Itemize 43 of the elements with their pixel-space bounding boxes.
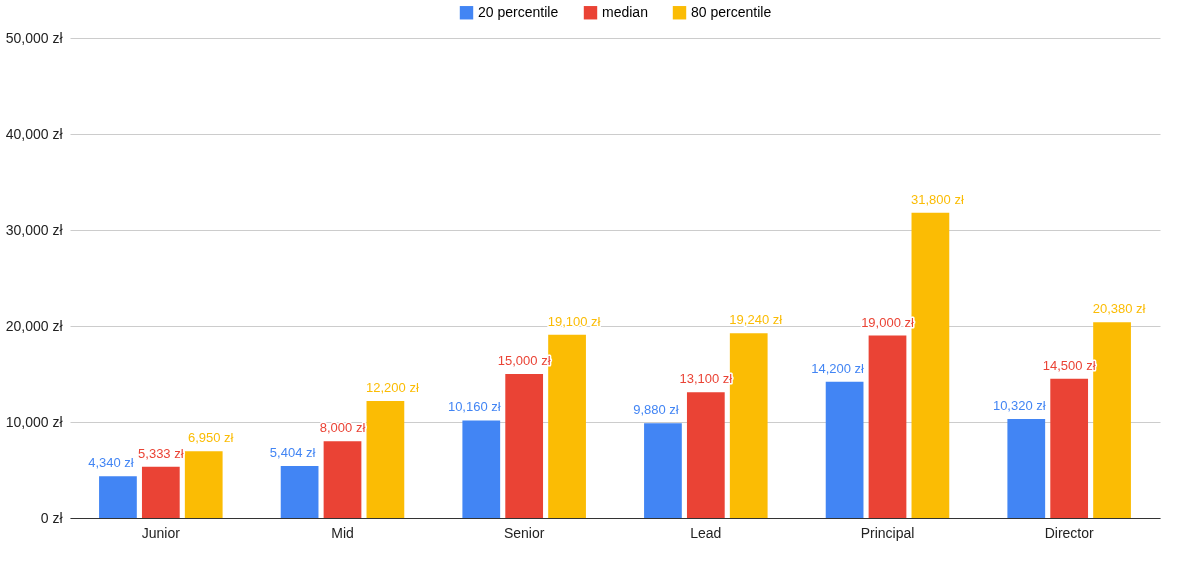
bar <box>644 423 682 518</box>
legend-label: median <box>602 3 648 20</box>
data-label: 10,160 zł <box>447 399 501 415</box>
x-tick-label: Mid <box>331 524 354 541</box>
data-label: 6,950 zł <box>187 430 234 446</box>
data-label: 19,100 zł <box>547 313 601 329</box>
bar <box>184 451 223 518</box>
bar <box>1007 418 1046 518</box>
bar <box>1050 378 1089 518</box>
data-label: 19,240 zł <box>729 312 783 328</box>
bar <box>462 420 501 518</box>
x-tick-label: Senior <box>503 524 545 541</box>
y-tick-label: 10,000 zł <box>5 413 64 430</box>
bar <box>280 466 319 518</box>
data-label: 10,320 zł <box>992 397 1046 413</box>
y-tick-label: 50,000 zł <box>5 29 64 46</box>
y-tick-label: 0 zł <box>40 509 64 526</box>
data-label: 14,200 zł <box>811 360 865 376</box>
y-tick-label: 20,000 zł <box>5 317 64 334</box>
legend-label: 20 percentile <box>478 3 559 20</box>
data-label: 9,880 zł <box>633 402 679 418</box>
data-label: 12,200 zł <box>366 379 419 395</box>
bar <box>366 400 405 518</box>
data-label: 5,333 zł <box>138 445 184 461</box>
x-tick-label: Junior <box>141 524 181 541</box>
data-label: 4,340 zł <box>88 455 134 471</box>
bar <box>686 392 725 518</box>
x-tick-label: Director <box>1044 524 1094 541</box>
y-tick-label: 40,000 zł <box>5 125 64 142</box>
bar <box>323 441 362 518</box>
bar <box>868 335 907 518</box>
x-tick-label: Lead <box>690 524 722 541</box>
legend-label: 80 percentile <box>691 3 772 20</box>
bar <box>505 374 544 518</box>
data-label: 20,380 zł <box>1092 301 1146 317</box>
y-tick-label: 30,000 zł <box>5 221 64 238</box>
data-label: 8,000 zł <box>319 420 366 436</box>
x-tick-label: Principal <box>860 524 915 541</box>
data-label: 5,404 zł <box>269 445 316 461</box>
bar <box>825 381 864 518</box>
bar <box>99 476 137 518</box>
data-label: 31,800 zł <box>911 191 964 207</box>
bar <box>141 466 180 518</box>
